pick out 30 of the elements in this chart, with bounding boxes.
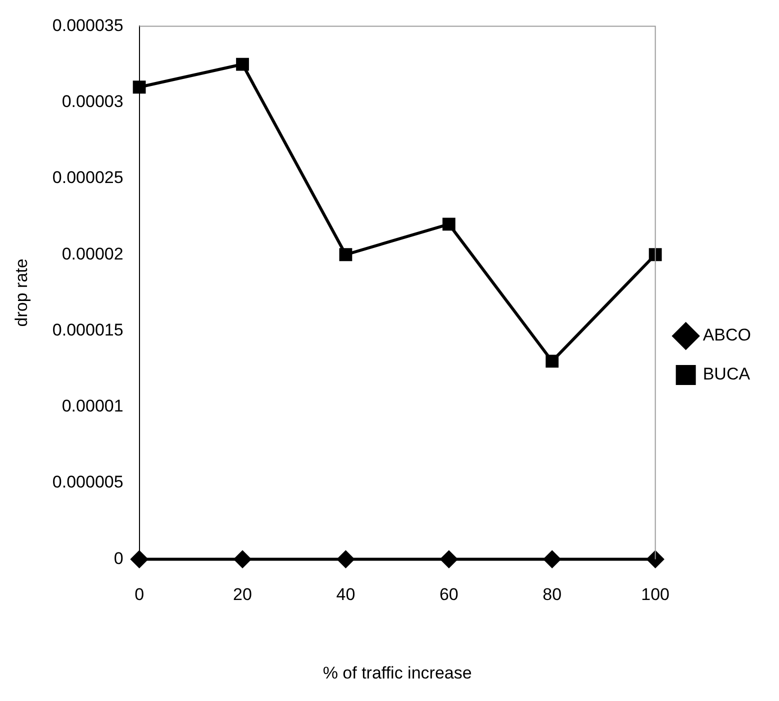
point	[544, 550, 561, 568]
y-tick-label: 0.00001	[62, 396, 124, 416]
point	[236, 58, 249, 71]
point	[130, 550, 148, 568]
point	[337, 550, 354, 568]
x-tick-label: 100	[641, 585, 670, 604]
point	[339, 248, 352, 262]
legend-label: ABCO	[702, 326, 752, 345]
point	[442, 218, 456, 231]
y-tick-label: 0.000005	[52, 472, 124, 492]
y-tick-label: 0.00003	[62, 92, 124, 112]
x-axis-title: % of traffic increase	[322, 663, 472, 682]
y-tick-label: 0.000035	[52, 16, 124, 35]
x-tick-label: 80	[542, 585, 562, 604]
y-tick-label: 0.000015	[52, 320, 124, 340]
y-tick-label: 0	[114, 548, 124, 568]
point	[440, 550, 458, 568]
legend-label: BUCA	[702, 364, 751, 384]
x-tick-label: 20	[233, 585, 252, 604]
x-tick-label: 40	[336, 585, 356, 604]
point	[546, 354, 559, 368]
point	[648, 248, 662, 262]
x-tick-label: 60	[439, 585, 458, 604]
x-tick-label: 0	[134, 585, 144, 604]
point	[132, 80, 146, 94]
point	[646, 550, 664, 568]
point	[234, 550, 252, 568]
y-axis-title: drop rate	[12, 258, 31, 327]
y-tick-label: 0.00002	[62, 244, 124, 264]
y-tick-label: 0.000025	[52, 168, 124, 188]
